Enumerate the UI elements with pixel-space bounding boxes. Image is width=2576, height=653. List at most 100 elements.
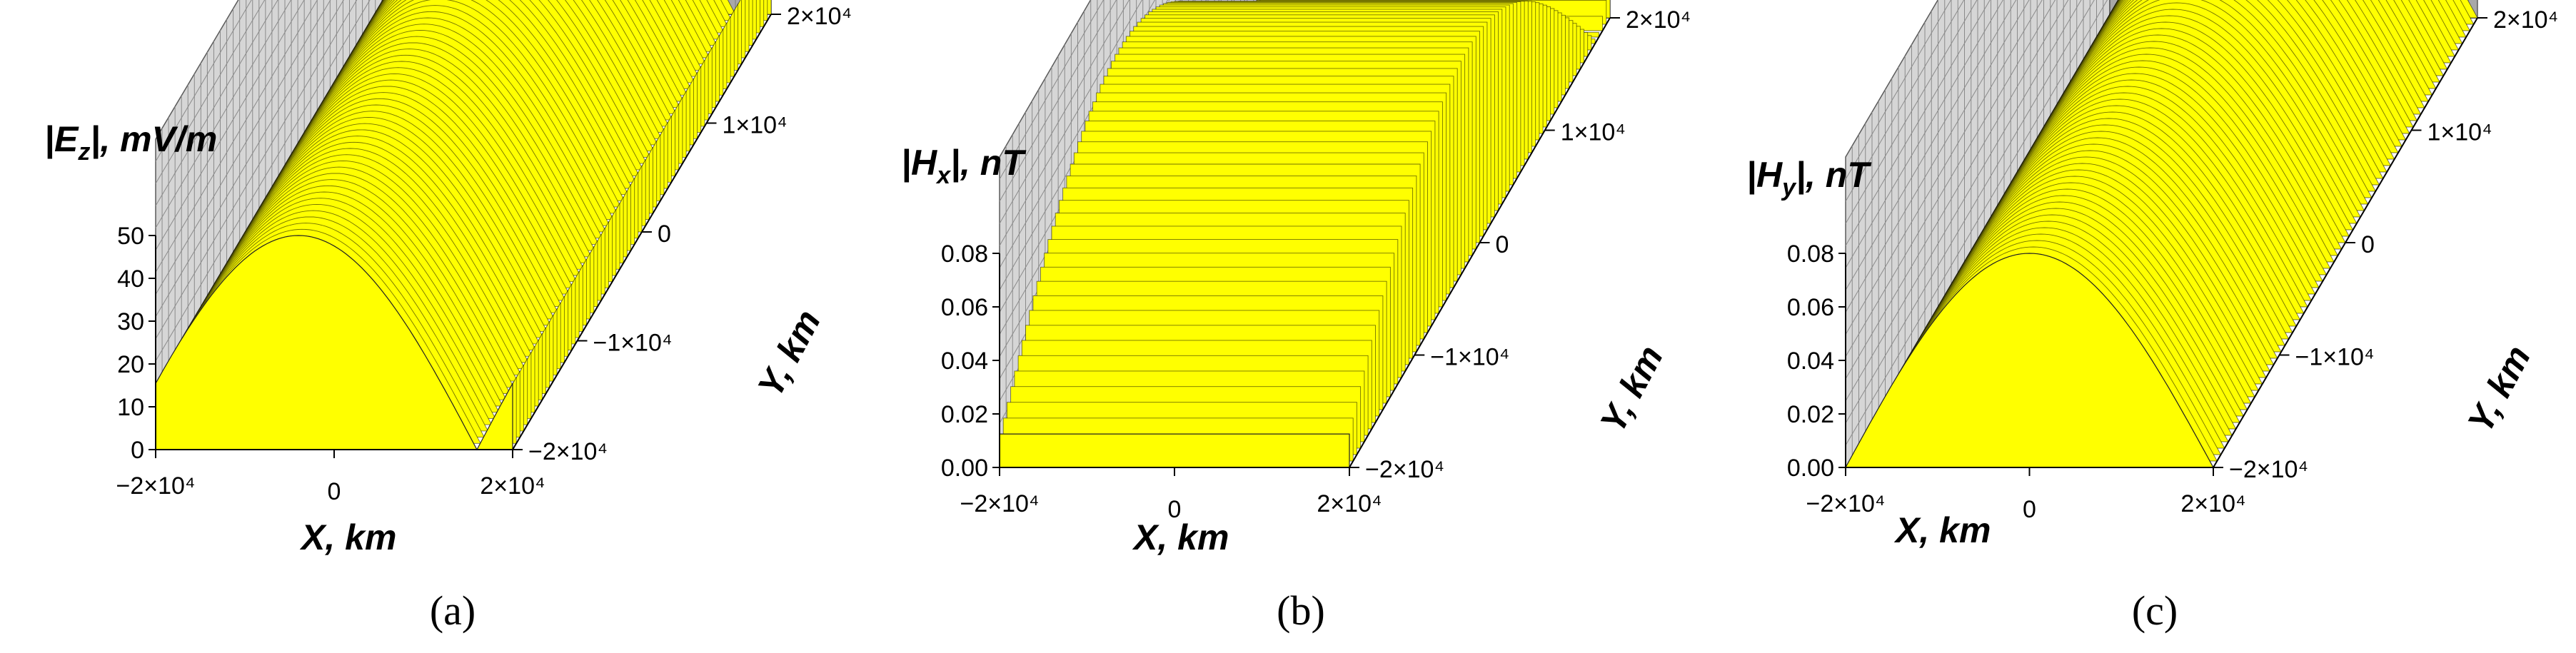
panel-b-z-subscript: x — [935, 162, 952, 189]
wall-grid-line — [1845, 0, 1991, 246]
x-tick-label: 0 — [328, 478, 341, 505]
panel-a-z-ticks: 0 10 20 30 40 50 — [117, 223, 156, 464]
panel-a-z-subscript: z — [77, 138, 90, 166]
y-tick-label: −1×10⁴ — [1430, 344, 1509, 371]
x-tick-label: 0 — [1168, 496, 1182, 523]
x-tick-label: 2×10⁴ — [1317, 490, 1382, 517]
x-tick-label: 2×10⁴ — [480, 472, 545, 500]
wall-grid-line — [155, 0, 344, 317]
z-tick-label: 0.00 — [941, 455, 988, 482]
y-tick-label: 0 — [658, 221, 671, 248]
wall-grid-line — [155, 0, 252, 162]
z-tick-label: 0.02 — [941, 401, 988, 428]
wall-grid-line — [1845, 0, 2095, 424]
panel-c: 0.00 0.02 0.04 0.06 0.08 −2×10⁴ 0 2×10⁴ −2×10⁴… — [1746, 0, 2558, 634]
panel-c-z-ticks: 0.00 0.02 0.04 0.06 0.08 — [1787, 241, 1846, 482]
z-tick-label: 0.04 — [941, 348, 988, 375]
panel-b-z-axis-title: |Hx|, nT — [901, 143, 1027, 189]
y-tick-label: −2×10⁴ — [2229, 456, 2308, 483]
z-tick-label: 0.06 — [1787, 294, 1834, 321]
wall-grid-line — [155, 0, 305, 250]
panel-b-y-ticks: −2×10⁴ −1×10⁴ 0 1×10⁴ 2×10⁴ — [1349, 6, 1691, 483]
z-tick-label: 0.08 — [941, 241, 988, 268]
panel-b-z-label: |H — [901, 143, 937, 183]
panel-b-z-unit: |, nT — [950, 143, 1027, 183]
panel-c-surface — [1844, 0, 2478, 468]
panel-a: 0 10 20 30 40 50 −2×10⁴ 0 2×10⁴ −2×10⁴ −1×10⁴ 0 1×… — [44, 0, 852, 634]
y-tick-label: 2×10⁴ — [1626, 6, 1691, 34]
surface-front-face — [999, 433, 1350, 468]
panel-c-z-subscript: y — [1781, 174, 1797, 201]
wall-grid-line — [999, 0, 1117, 202]
panel-b: 0.00 0.02 0.04 0.06 0.08 −2×10⁴ 0 2×10⁴ −2×10⁴… — [901, 0, 1691, 634]
panel-c-y-ticks: −2×10⁴ −1×10⁴ 0 1×10⁴ 2×10⁴ — [2213, 6, 2558, 483]
x-tick-label: −2×10⁴ — [960, 490, 1039, 517]
panel-c-z-axis-title: |Hy|, nT — [1746, 155, 1872, 201]
panel-a-caption: (a) — [430, 587, 476, 634]
panel-c-z-unit: |, nT — [1796, 155, 1872, 195]
wall-grid-line — [1845, 0, 2069, 379]
wall-grid-line — [155, 0, 331, 295]
panel-a-z-label: |E — [44, 119, 79, 159]
wall-grid-line — [999, 0, 1105, 180]
z-tick-label: 0.06 — [941, 294, 988, 321]
z-tick-label: 0.00 — [1787, 455, 1834, 482]
wall-grid-line — [155, 0, 292, 228]
y-tick-label: 1×10⁴ — [723, 112, 788, 139]
wall-grid-line — [1845, 0, 2017, 290]
z-tick-label: 0 — [131, 437, 144, 464]
wall-grid-line — [155, 0, 358, 339]
panel-c-caption: (c) — [2132, 587, 2178, 634]
x-tick-label: 0 — [2023, 496, 2036, 523]
z-tick-label: 50 — [117, 223, 144, 250]
panel-a-y-ticks: −2×10⁴ −1×10⁴ 0 1×10⁴ 2×10⁴ — [512, 3, 852, 465]
surface-front-face — [155, 235, 513, 451]
panel-b-y-axis-title: Y, km — [1592, 339, 1671, 439]
z-tick-label: 30 — [117, 308, 144, 335]
wall-grid-line — [1845, 0, 2030, 313]
panel-c-z-label: |H — [1746, 155, 1783, 195]
y-tick-label: 2×10⁴ — [2493, 6, 2558, 34]
z-tick-label: 0.08 — [1787, 241, 1834, 268]
panel-b-caption: (b) — [1277, 587, 1325, 634]
wall-grid-line — [155, 0, 318, 273]
y-tick-label: −2×10⁴ — [1365, 456, 1444, 483]
y-tick-label: −2×10⁴ — [528, 438, 608, 465]
x-tick-label: −2×10⁴ — [1806, 490, 1885, 517]
z-tick-label: 0.04 — [1787, 348, 1834, 375]
wall-grid-line — [1845, 0, 1978, 224]
wall-grid-line — [1845, 0, 2056, 357]
panel-c-x-axis-title: X, km — [1893, 510, 1991, 550]
z-tick-label: 40 — [117, 265, 144, 293]
z-tick-label: 20 — [117, 351, 144, 378]
wall-grid-line — [999, 0, 1130, 224]
panel-a-z-axis-title: |Ez|, mV/m — [44, 119, 217, 166]
wall-grid-line — [999, 0, 1143, 246]
wall-grid-line — [155, 0, 371, 361]
panel-c-x-ticks: −2×10⁴ 0 2×10⁴ — [1806, 467, 2246, 523]
wall-grid-line — [155, 0, 278, 206]
wall-grid-line — [1845, 0, 2108, 446]
y-tick-label: 1×10⁴ — [1561, 119, 1626, 146]
panel-a-x-ticks: −2×10⁴ 0 2×10⁴ — [116, 449, 545, 505]
z-tick-label: 10 — [117, 394, 144, 421]
y-tick-label: −1×10⁴ — [593, 330, 673, 357]
panel-b-surface — [999, 0, 1611, 468]
y-tick-label: 2×10⁴ — [787, 3, 852, 30]
panel-c-y-axis-title: Y, km — [2460, 339, 2538, 439]
panel-a-surface — [155, 0, 772, 451]
panel-b-x-ticks: −2×10⁴ 0 2×10⁴ — [960, 467, 1382, 523]
wall-grid-line — [1845, 0, 2043, 335]
wall-grid-line — [1845, 0, 2004, 268]
wall-grid-line — [155, 0, 266, 184]
y-tick-label: 0 — [1496, 231, 1509, 258]
panel-a-x-axis-title: X, km — [299, 517, 396, 557]
wall-grid-line — [1845, 0, 2082, 402]
z-tick-label: 0.02 — [1787, 401, 1834, 428]
panel-b-z-ticks: 0.00 0.02 0.04 0.06 0.08 — [941, 241, 1000, 482]
wall-grid-line — [1845, 0, 1965, 202]
y-tick-label: 0 — [2361, 231, 2375, 258]
surface-front-face — [1844, 253, 2215, 468]
x-tick-label: 2×10⁴ — [2180, 490, 2245, 517]
